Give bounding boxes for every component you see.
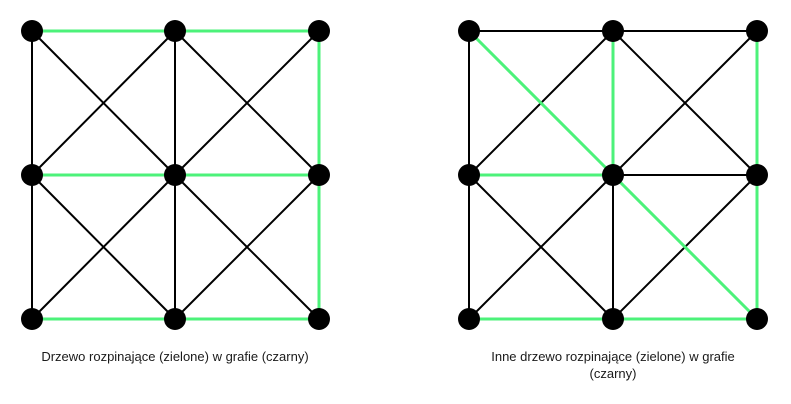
graph-node-b1 <box>458 164 480 186</box>
graph-node-a1 <box>21 20 43 42</box>
graph-node-c2 <box>164 308 186 330</box>
graph-node-c1 <box>21 308 43 330</box>
graph-edge-b2-c1 <box>468 174 614 320</box>
graph-edge-a2-b1 <box>31 30 176 176</box>
graph-node-a2 <box>164 20 186 42</box>
graph-node-a3 <box>308 20 330 42</box>
graph-diagram-right <box>458 20 768 330</box>
graph-node-b2 <box>164 164 186 186</box>
graph-node-c3 <box>746 308 768 330</box>
graph-node-a3 <box>746 20 768 42</box>
graph-edge-b1-c2 <box>31 174 176 320</box>
graph-edge-a3-b2 <box>612 30 758 176</box>
tree-edge-a1-b2 <box>467 29 615 177</box>
graph-node-c1 <box>458 308 480 330</box>
graph-edge-b3-c2 <box>174 174 320 320</box>
graph-node-b2 <box>602 164 624 186</box>
graph-node-b3 <box>308 164 330 186</box>
graph-node-b3 <box>746 164 768 186</box>
graph-edge-a2-b3 <box>174 30 320 176</box>
graph-node-c2 <box>602 308 624 330</box>
caption-right: Inne drzewo rozpinające (zielone) w graf… <box>491 349 735 381</box>
graph-node-a1 <box>458 20 480 42</box>
graph-node-c3 <box>308 308 330 330</box>
caption-left: Drzewo rozpinające (zielone) w grafie (c… <box>41 349 309 364</box>
graph-diagram-left <box>21 20 330 330</box>
tree-edge-b2-c3 <box>611 173 759 321</box>
graph-node-a2 <box>602 20 624 42</box>
graph-node-b1 <box>21 164 43 186</box>
